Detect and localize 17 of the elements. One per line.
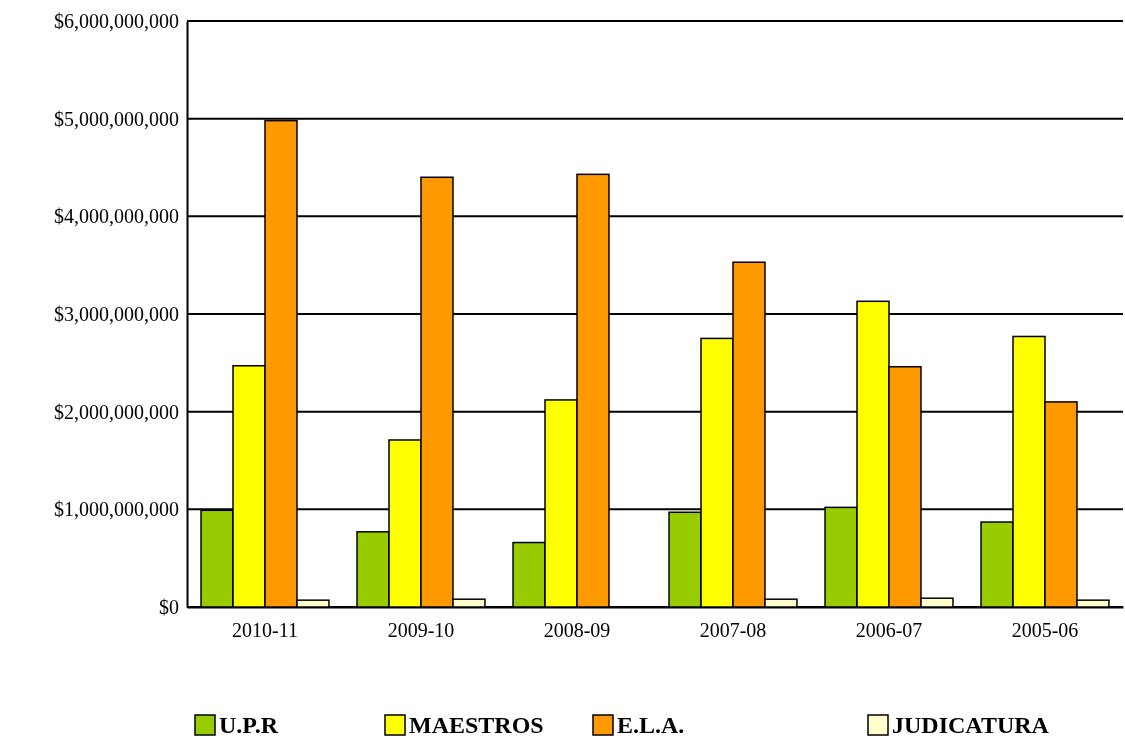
- x-tick-label: 2008-09: [543, 619, 611, 642]
- y-tick-label: $0: [159, 595, 179, 618]
- x-tick-label: 2009-10: [387, 619, 455, 642]
- x-tick-label: 2005-06: [1011, 619, 1079, 642]
- legend-label: U.P.R: [219, 712, 279, 738]
- legend-label: MAESTROS: [409, 712, 544, 738]
- legend-label: JUDICATURA: [892, 712, 1050, 738]
- y-tick-label: $5,000,000,000: [54, 107, 179, 130]
- x-tick-label: 2006-07: [855, 619, 923, 642]
- y-tick-label: $6,000,000,000: [54, 9, 179, 32]
- legend-label: E.L.A.: [617, 712, 685, 738]
- x-tick-label: 2007-08: [699, 619, 767, 642]
- x-tick-label: 2010-11: [232, 619, 298, 642]
- y-tick-label: $4,000,000,000: [54, 205, 179, 228]
- y-tick-label: $2,000,000,000: [54, 400, 179, 423]
- y-tick-label: $3,000,000,000: [54, 302, 179, 325]
- y-tick-label: $1,000,000,000: [54, 498, 179, 521]
